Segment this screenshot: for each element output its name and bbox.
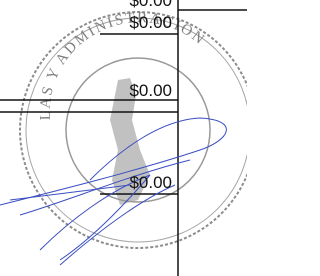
stamp: LAS Y ADMINISTRACION <box>20 10 247 248</box>
page: LAS Y ADMINISTRACION $0.00 $0.00 $0.00 $… <box>0 0 247 276</box>
document-scan: LAS Y ADMINISTRACION $0.00 $0.00 $0.00 $… <box>0 0 247 276</box>
amount: $0.00 <box>129 81 172 100</box>
amount: $0.00 <box>129 0 172 10</box>
amount: $0.00 <box>129 13 172 32</box>
signature <box>0 118 226 265</box>
amount: $0.00 <box>129 173 172 192</box>
